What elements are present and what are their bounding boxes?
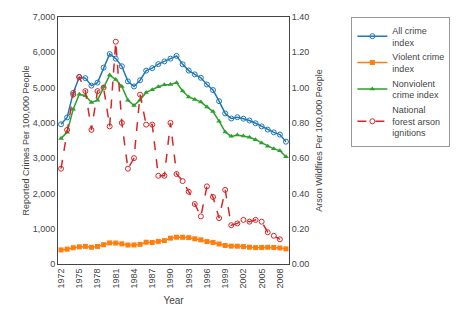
svg-text:0.00: 0.00: [292, 259, 310, 269]
svg-text:0.60: 0.60: [292, 153, 310, 163]
svg-text:3,000: 3,000: [33, 153, 56, 163]
svg-text:1996: 1996: [202, 269, 212, 289]
svg-text:1.20: 1.20: [292, 47, 310, 57]
svg-text:1990: 1990: [165, 269, 175, 289]
svg-text:1999: 1999: [220, 269, 230, 289]
svg-text:2002: 2002: [238, 269, 248, 289]
svg-text:2008: 2008: [275, 269, 285, 289]
svg-text:0.20: 0.20: [292, 224, 310, 234]
svg-text:5,000: 5,000: [33, 83, 56, 93]
svg-text:1975: 1975: [74, 269, 84, 289]
svg-text:7,000: 7,000: [33, 12, 56, 22]
svg-text:1993: 1993: [184, 269, 194, 289]
svg-text:4,000: 4,000: [33, 118, 56, 128]
svg-text:2005: 2005: [257, 269, 267, 289]
svg-text:Nonviolentcrime index: Nonviolentcrime index: [392, 79, 439, 101]
svg-text:All crimeindex: All crimeindex: [392, 26, 427, 48]
svg-text:6,000: 6,000: [33, 47, 56, 57]
svg-text:Nationalforest arsonignitions: Nationalforest arsonignitions: [392, 105, 440, 138]
svg-text:Violent crimeindex: Violent crimeindex: [392, 52, 444, 74]
svg-text:2,000: 2,000: [33, 189, 56, 199]
svg-text:1.40: 1.40: [292, 12, 310, 22]
svg-text:Reported Crimes Per 100,000 Pe: Reported Crimes Per 100,000 People: [21, 65, 31, 215]
svg-text:1.00: 1.00: [292, 83, 310, 93]
svg-text:0: 0: [50, 259, 55, 269]
svg-text:1984: 1984: [129, 269, 139, 289]
svg-text:1981: 1981: [111, 269, 121, 289]
svg-text:Arson Wildfires Per 100,000 Pe: Arson Wildfires Per 100,000 People: [314, 69, 324, 212]
svg-text:1,000: 1,000: [33, 224, 56, 234]
svg-text:0.40: 0.40: [292, 189, 310, 199]
svg-text:1972: 1972: [56, 269, 66, 289]
svg-text:1987: 1987: [147, 269, 157, 289]
svg-text:0.80: 0.80: [292, 118, 310, 128]
svg-text:1978: 1978: [92, 269, 102, 289]
svg-text:Year: Year: [163, 295, 184, 306]
